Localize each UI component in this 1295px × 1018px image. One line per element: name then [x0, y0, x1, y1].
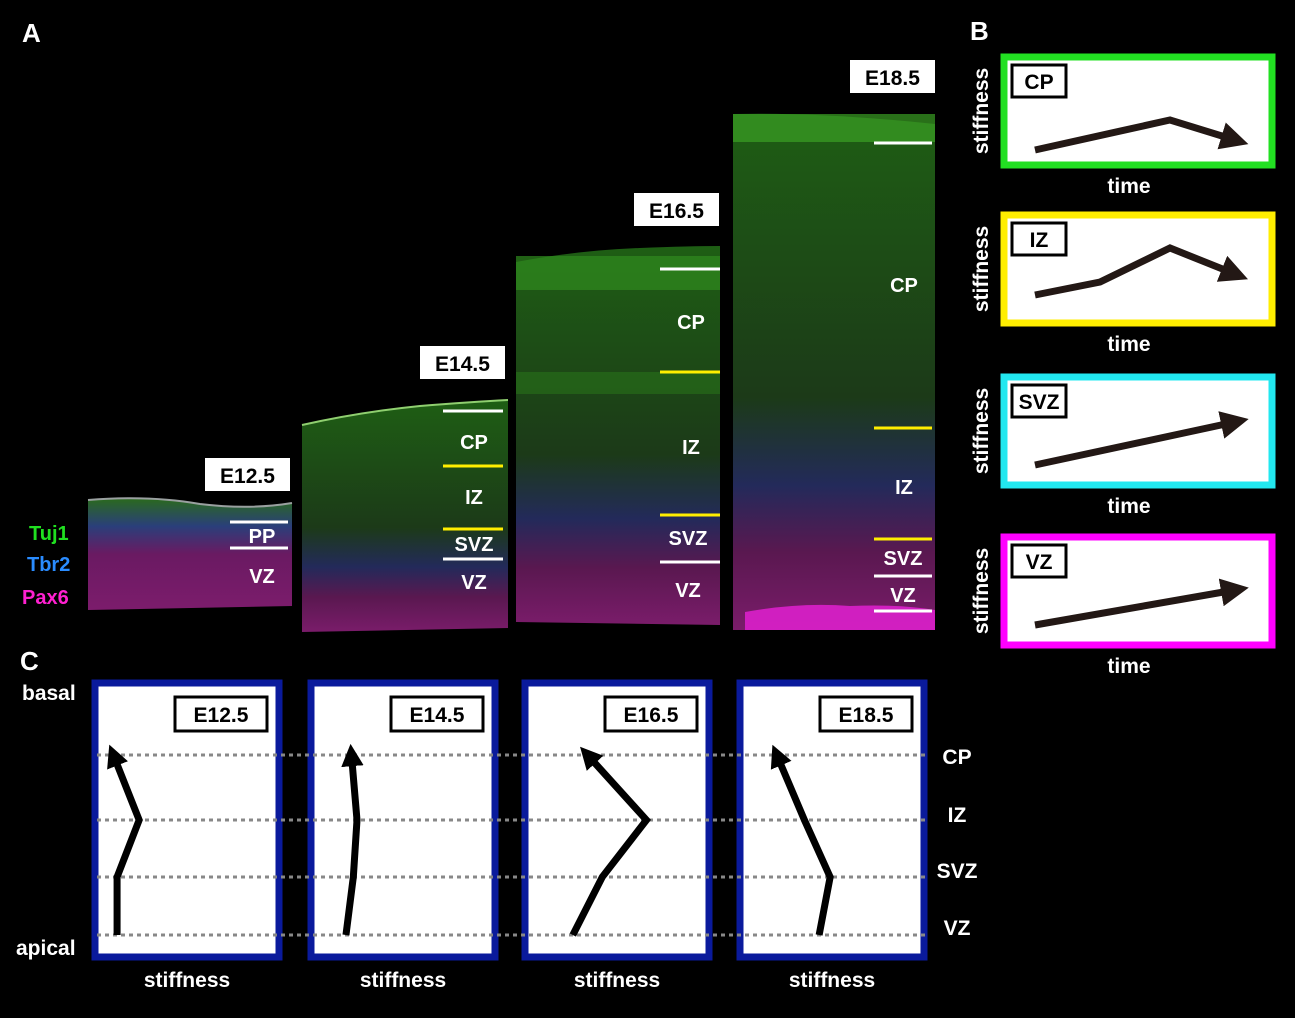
svg-text:E14.5: E14.5: [435, 353, 490, 376]
trend-arrow: [1034, 578, 1249, 629]
panel-b: CP stiffness time IZ stiffness time SVZ stiffne…: [970, 53, 1276, 678]
panel-b-label: B: [970, 16, 989, 46]
profile-box-e16-5: E16.5 stiffness: [521, 679, 713, 992]
stage-tag-label: E16.5: [624, 704, 679, 727]
stiffness-axis-label: stiffness: [970, 68, 993, 154]
zone-tag-label: SVZ: [1019, 391, 1060, 414]
section-stage-label-e14: E14.5: [420, 346, 505, 379]
zone-label-e16-svz: SVZ: [669, 528, 708, 550]
tissue-section-e12: [87, 497, 293, 610]
stiffness-axis-label: stiffness: [789, 969, 875, 992]
zone-tag: [1010, 221, 1068, 257]
stage-tag: [389, 695, 485, 733]
stiffness-profile-arrow: [770, 744, 834, 936]
stage-tag: [173, 695, 269, 733]
level-lines: CP IZ SVZ VZ: [97, 746, 978, 940]
trend-arrow: [1034, 116, 1249, 154]
svg-text:E12.5: E12.5: [220, 465, 275, 488]
zone-tag-label: CP: [1024, 71, 1053, 94]
basal-label: basal: [22, 682, 76, 705]
profile-box-e12-5: E12.5 stiffness: [91, 679, 283, 992]
legend-tuj1: Tuj1: [29, 523, 69, 545]
level-label-cp: CP: [942, 746, 971, 769]
stiffness-profile-arrow: [569, 746, 652, 937]
zone-tag: [1010, 543, 1068, 579]
stiffness-axis-label: stiffness: [970, 388, 993, 474]
time-axis-label: time: [1107, 333, 1150, 356]
tissue-section-e16: [516, 246, 720, 625]
level-label-vz: VZ: [944, 917, 971, 940]
zone-label-e18-svz: SVZ: [884, 548, 923, 570]
stage-tag: [603, 695, 699, 733]
zone-label-e12-pp: PP: [249, 526, 276, 548]
stage-tag-label: E18.5: [839, 704, 894, 727]
zone-tag-label: IZ: [1030, 229, 1049, 252]
panel-a-label: A: [22, 18, 41, 48]
section-stage-label-e16: E16.5: [634, 193, 719, 226]
zone-tag: [1010, 383, 1068, 419]
stage-tag-label: E12.5: [194, 704, 249, 727]
time-axis-label: time: [1107, 495, 1150, 518]
trend-arrow: [1034, 411, 1249, 469]
zone-tag: [1010, 63, 1068, 99]
zone-label-e18-iz: IZ: [895, 477, 913, 499]
section-stage-label-e12: E12.5: [205, 458, 290, 491]
stiffness-profile-arrow: [341, 743, 364, 936]
stage-tag: [818, 695, 914, 733]
svg-text:E16.5: E16.5: [649, 200, 704, 223]
zone-label-e16-cp: CP: [677, 312, 705, 334]
panel-c-label: C: [20, 646, 39, 676]
trend-arrow: [1034, 244, 1248, 299]
trend-box-svz: SVZ stiffness time: [970, 373, 1276, 518]
stiffness-axis-label: stiffness: [970, 548, 993, 634]
stiffness-profile-arrow: [107, 744, 143, 935]
zone-label-e16-iz: IZ: [682, 437, 700, 459]
zone-label-e12-vz: VZ: [249, 566, 275, 588]
legend-pax6: Pax6: [22, 587, 69, 609]
trend-box-cp: CP stiffness time: [970, 53, 1276, 198]
stiffness-axis-label: stiffness: [144, 969, 230, 992]
level-label-svz: SVZ: [937, 860, 978, 883]
zone-tag-label: VZ: [1026, 551, 1053, 574]
stage-tag-label: E14.5: [410, 704, 465, 727]
trend-box-iz: IZ stiffness time: [970, 211, 1276, 356]
zone-label-e18-cp: CP: [890, 275, 918, 297]
zone-label-e14-vz: VZ: [461, 572, 487, 594]
time-axis-label: time: [1107, 175, 1150, 198]
zone-label-e14-svz: SVZ: [455, 534, 494, 556]
zone-label-e14-cp: CP: [460, 432, 488, 454]
zone-boundaries: [230, 141, 932, 613]
svg-text:E18.5: E18.5: [865, 67, 920, 90]
trend-box-vz: VZ stiffness time: [970, 533, 1276, 678]
tissue-section-e18: [733, 113, 935, 630]
stiffness-axis-label: stiffness: [360, 969, 446, 992]
panel-c: E12.5 stiffness E14.5 stiffness E16.5 stiffne…: [91, 679, 978, 992]
profile-box-e14-5: E14.5 stiffness: [307, 679, 499, 992]
stiffness-axis-label: stiffness: [574, 969, 660, 992]
level-label-iz: IZ: [948, 804, 967, 827]
zone-label-e14-iz: IZ: [465, 487, 483, 509]
legend-tbr2: Tbr2: [27, 554, 70, 576]
apical-label: apical: [16, 937, 76, 960]
zone-label-e16-vz: VZ: [675, 580, 701, 602]
zone-label-e18-vz: VZ: [890, 585, 916, 607]
profile-box-e18-5: E18.5 stiffness: [736, 679, 928, 992]
tissue-section-e14: [301, 399, 509, 632]
time-axis-label: time: [1107, 655, 1150, 678]
section-stage-label-e18: E18.5: [850, 60, 935, 93]
stiffness-axis-label: stiffness: [970, 226, 993, 312]
